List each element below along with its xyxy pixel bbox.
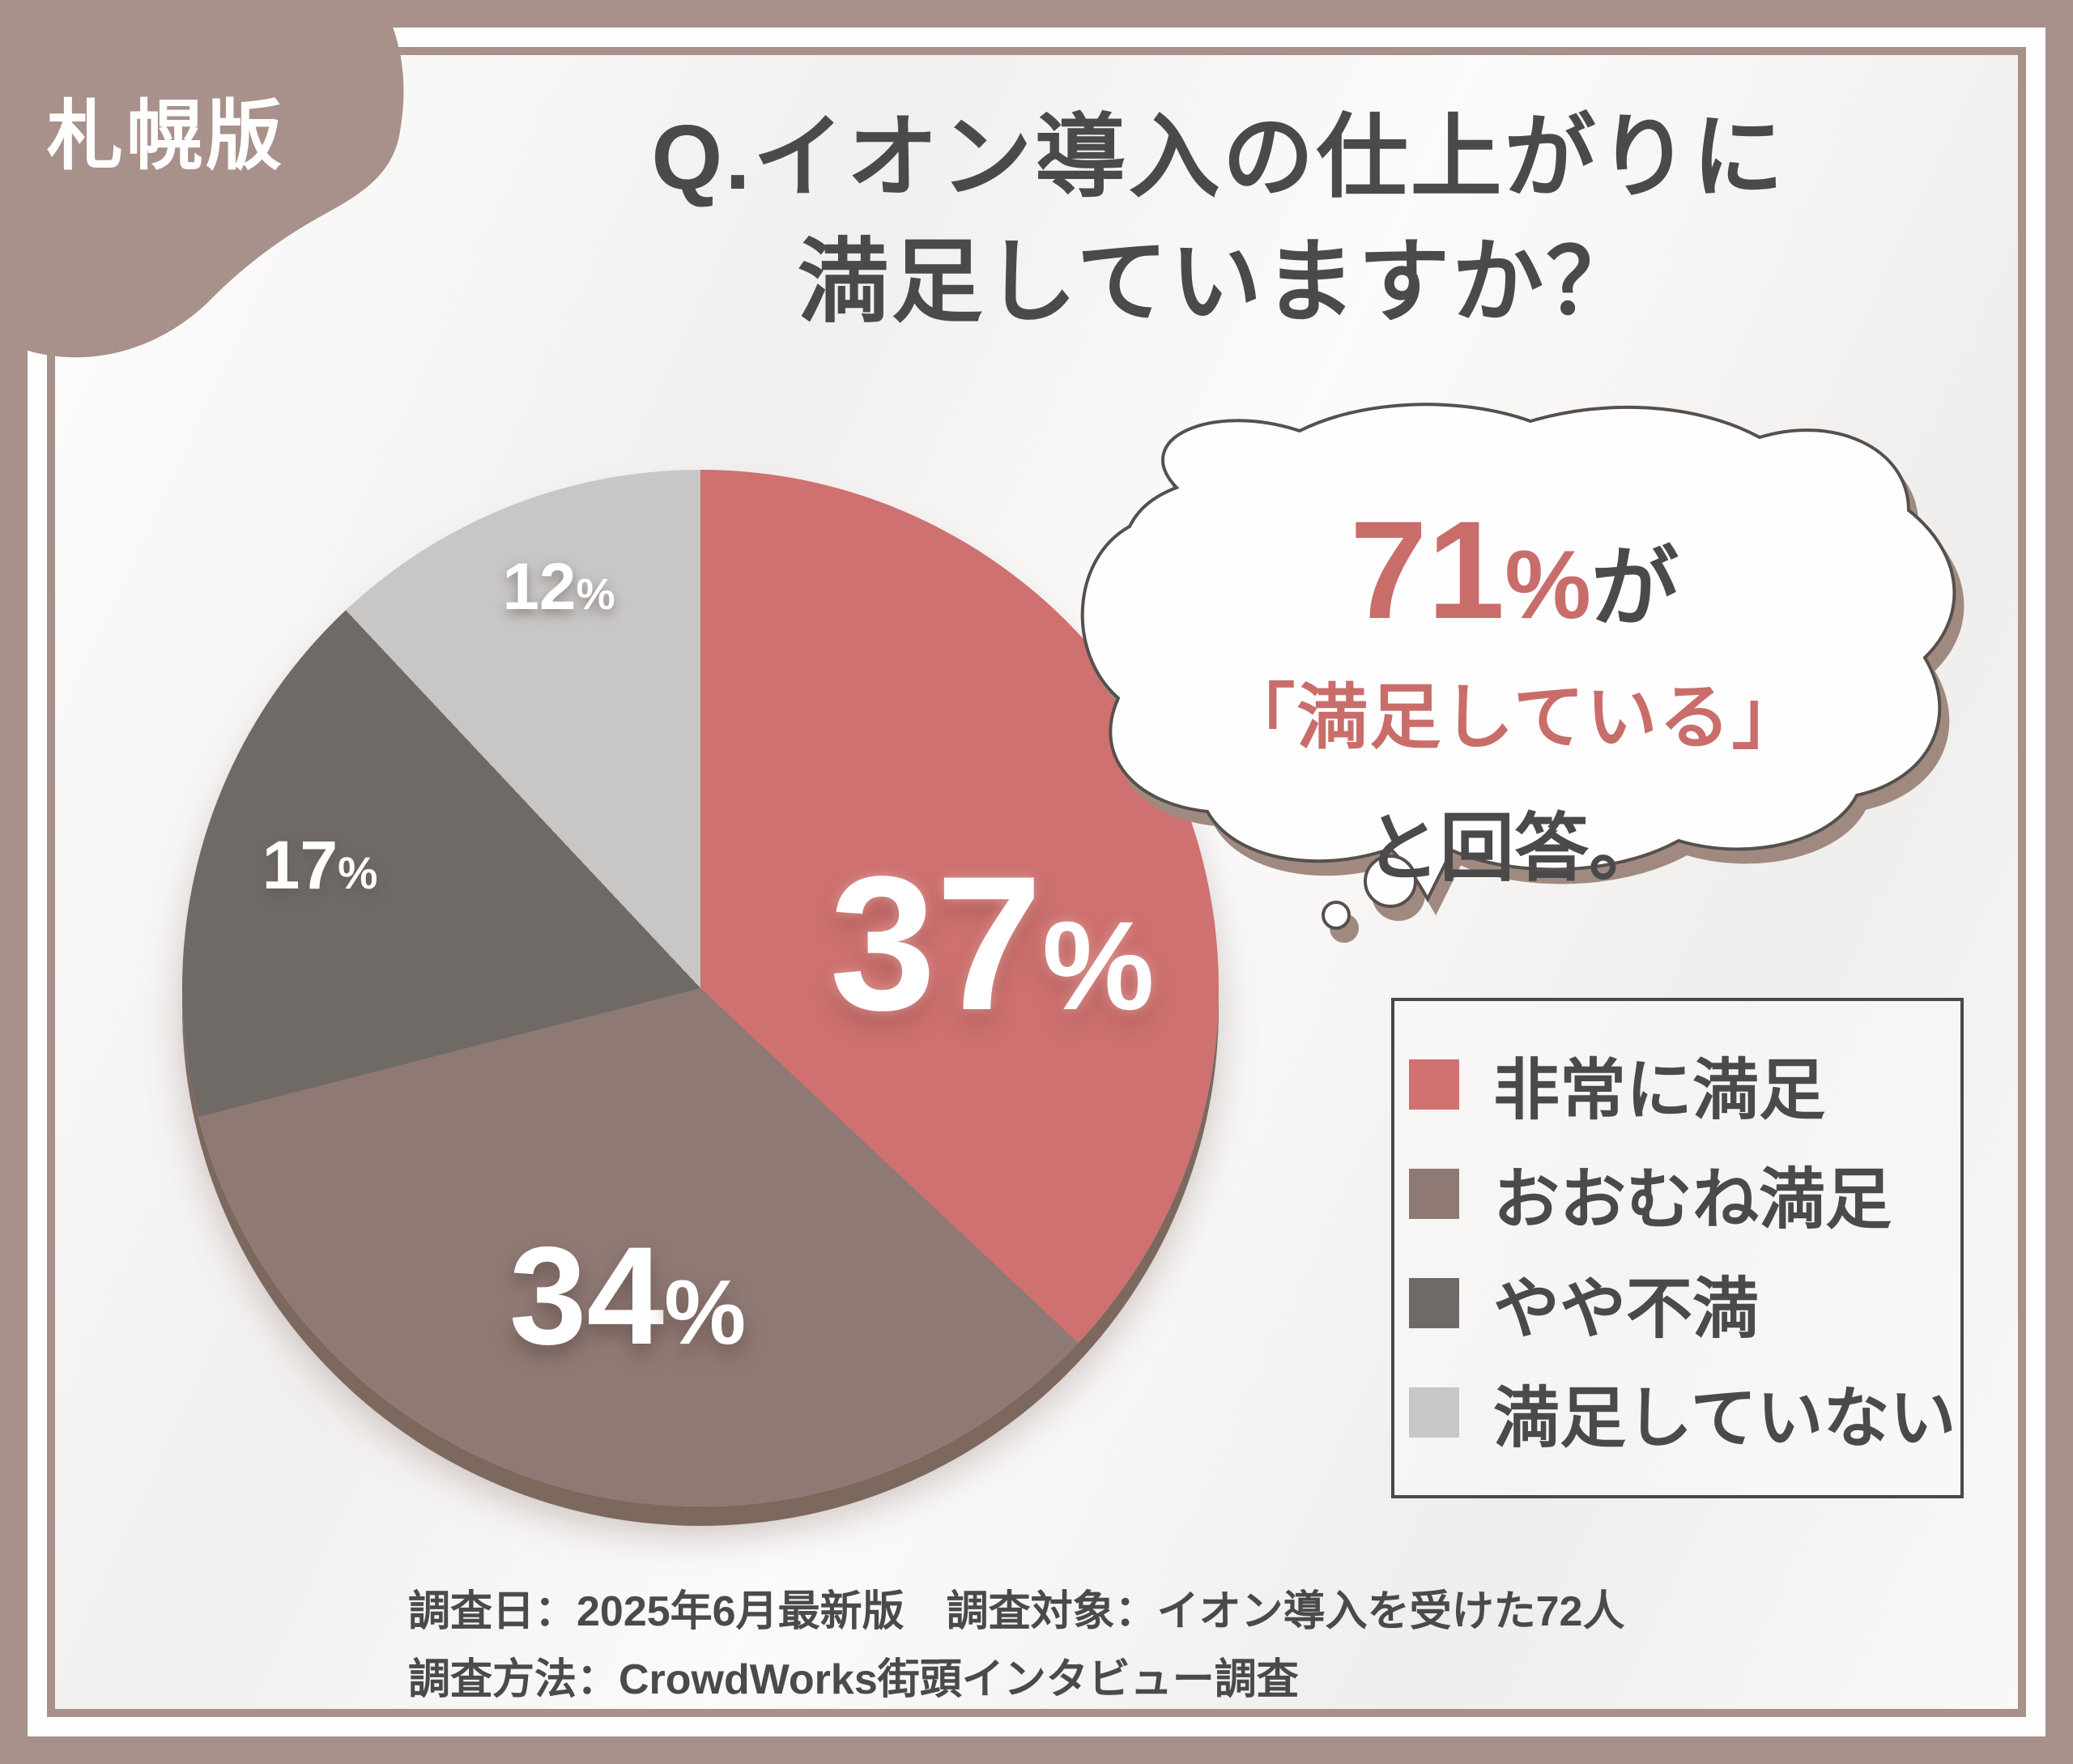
- slice-label-very-satisfied: 37%: [829, 848, 1154, 1039]
- legend-label: やや不満: [1493, 1272, 1760, 1346]
- badge-sapporo-edition: 札幌版: [47, 93, 286, 178]
- slice-label-not-satisfied: 12%: [502, 554, 615, 620]
- bubble-stat-suffix: が: [1591, 539, 1679, 637]
- slice-unit: %: [338, 848, 378, 898]
- legend-item-not-satisfied: 満足していない: [1409, 1357, 1956, 1467]
- survey-date-line: 調査日：2025年6月最新版 調査対象：イオン導入を受けた72人: [408, 1588, 1625, 1635]
- legend-label: 満足していない: [1493, 1382, 1956, 1455]
- bubble-quote-line: 「満足している」: [1224, 677, 1805, 757]
- thought-dot-large: [1364, 854, 1417, 908]
- survey-source-note: 調査日：2025年6月最新版 調査対象：イオン導入を受けた72人 調査方法：Cr…: [408, 1578, 1624, 1714]
- slice-unit: %: [1042, 896, 1155, 1037]
- slice-value: 12: [502, 550, 577, 624]
- legend-label: 非常に満足: [1493, 1054, 1826, 1127]
- survey-method-line: 調査方法：CrowdWorks街頭インタビュー調査: [408, 1656, 1299, 1703]
- slice-label-somewhat-dissatisfied: 17%: [262, 831, 378, 899]
- thought-dot-small: [1322, 901, 1351, 930]
- legend-swatch-somewhat-dissatisfied: [1409, 1277, 1459, 1328]
- slice-value: 17: [262, 827, 338, 903]
- page-title-line2: 満足していますか？: [797, 230, 1641, 333]
- legend-item-somewhat-dissatisfied: やや不満: [1409, 1248, 1952, 1357]
- legend-swatch-very-satisfied: [1409, 1059, 1459, 1110]
- legend-swatch-not-satisfied: [1409, 1387, 1459, 1438]
- thought-bubble: 71%が 「満足している」 と回答。: [1049, 397, 1980, 964]
- bubble-stat-value: 71: [1349, 492, 1505, 648]
- page-title-line1: Q.イオン導入の仕上がりに: [651, 106, 1786, 208]
- slice-unit: %: [664, 1261, 747, 1364]
- legend-item-mostly-satisfied: おおむね満足: [1409, 1139, 1952, 1248]
- page-title: Q.イオン導入の仕上がりに 満足していますか？: [437, 96, 2000, 344]
- slice-label-mostly-satisfied: 34%: [509, 1226, 746, 1366]
- corner-blob: [0, 0, 404, 358]
- bubble-stat-unit: %: [1505, 530, 1591, 639]
- slice-value: 37: [829, 837, 1043, 1050]
- slice-unit: %: [576, 570, 615, 619]
- bubble-stat-line: 71%が: [1061, 501, 1968, 640]
- slice-value: 34: [509, 1218, 665, 1374]
- legend-label: おおむね満足: [1493, 1163, 1892, 1237]
- pie-chart: 37% 34% 17% 12%: [182, 470, 1219, 1506]
- bubble-answer-line: と回答。: [1364, 807, 1663, 890]
- thought-bubble-shape: [1080, 403, 1956, 930]
- legend: 非常に満足 おおむね満足 やや不満 満足していない: [1391, 998, 1964, 1498]
- legend-swatch-mostly-satisfied: [1409, 1168, 1459, 1219]
- legend-item-very-satisfied: 非常に満足: [1409, 1029, 1952, 1139]
